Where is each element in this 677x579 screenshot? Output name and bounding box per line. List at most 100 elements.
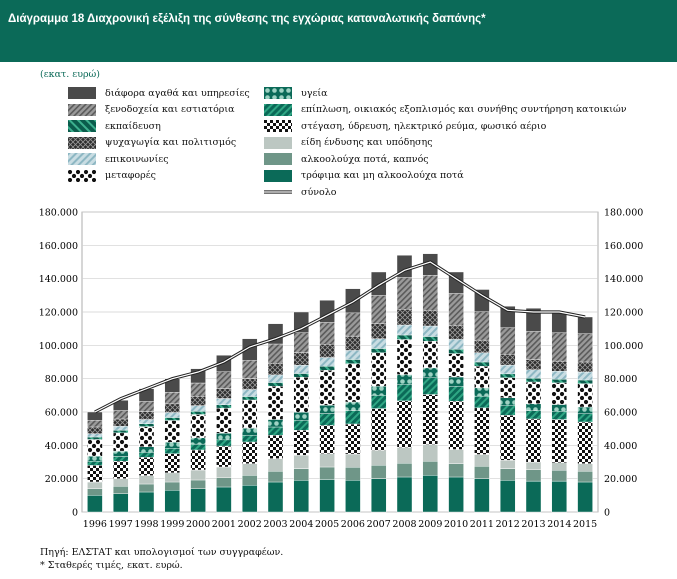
legend-swatch <box>264 169 292 182</box>
bar-segment <box>371 395 387 409</box>
bar-segment <box>241 399 258 429</box>
bar-segment <box>241 435 258 443</box>
bar-segment <box>319 366 335 371</box>
bar-segment <box>500 327 516 355</box>
bar-segment <box>190 437 206 445</box>
grid-lines <box>81 211 599 513</box>
bar-segment <box>448 325 464 340</box>
bar-segment <box>551 379 567 384</box>
bar-segment <box>577 361 593 373</box>
y-tick-label-left: 20.000 <box>45 474 78 485</box>
x-tick-label: 2003 <box>263 519 287 530</box>
y-tick-label-right: 140.000 <box>604 274 643 285</box>
legend-label: είδη ένδυσης και υπόδησης <box>301 137 433 148</box>
bar-segment <box>216 446 232 468</box>
legend-item: εκπαίδευση <box>68 119 161 133</box>
y-tick-label-right: 80.000 <box>604 374 637 385</box>
bar-segment <box>345 336 361 351</box>
bar-segment <box>500 415 516 461</box>
bar-segment <box>474 466 490 479</box>
y-tick-label-right: 120.000 <box>604 308 643 319</box>
bar-segment <box>396 400 413 448</box>
bar-segment <box>422 377 438 395</box>
legend-swatch <box>264 87 292 99</box>
bar-segment <box>371 295 387 324</box>
y-tick-label-right: 180.000 <box>604 208 643 219</box>
legend-item: είδη ένδυσης και υπόδησης <box>264 136 433 150</box>
bar-segment <box>87 456 103 462</box>
bar-segment <box>138 401 155 412</box>
bar-segment <box>241 428 258 436</box>
bar-segment <box>216 433 232 441</box>
bar-segment <box>474 352 490 363</box>
y-tick-label-right: 40.000 <box>604 441 637 452</box>
bar-segment <box>551 481 567 513</box>
bar-segment <box>345 423 361 455</box>
legend-item: σύνολο <box>264 185 337 199</box>
bar-segment <box>422 325 438 337</box>
bar-segment <box>164 442 181 449</box>
legend-swatch <box>68 169 96 182</box>
bar-segment <box>241 463 258 476</box>
legend-swatch <box>68 103 96 116</box>
bar-segment <box>474 387 490 397</box>
bar-segment <box>293 352 309 366</box>
bar-segment <box>448 376 464 387</box>
legend-swatch <box>264 120 292 132</box>
bar-segment <box>216 398 232 406</box>
total-line <box>94 261 586 413</box>
y-tick-label-right: 100.000 <box>604 341 643 352</box>
bar-segment <box>190 382 206 397</box>
legend-label: μεταφορές <box>105 170 156 181</box>
legend-swatch <box>68 153 96 165</box>
plot-frame <box>81 211 599 513</box>
bar-segment <box>164 448 181 454</box>
bar-segment <box>474 478 490 513</box>
legend-label: αλκοολούχα ποτά, καπνός <box>301 153 429 165</box>
bar-segment <box>525 359 542 370</box>
y-tick-label-right: 20.000 <box>604 474 637 485</box>
legend-swatch <box>264 103 292 116</box>
total-line-group <box>94 260 586 414</box>
bar-segment <box>293 430 309 456</box>
bar-segment <box>525 403 542 411</box>
bar-segment <box>87 436 103 440</box>
bar-segment <box>267 435 284 459</box>
bar-segment <box>87 481 103 489</box>
bar-segment <box>267 458 284 472</box>
bar-segment <box>422 341 438 369</box>
axes-group: 0 0 20.000 20.000 40.000 40.000 60.000 60.000 80… <box>39 208 644 531</box>
bar-segment <box>267 363 284 376</box>
bar-segment <box>112 456 129 462</box>
legend-item: στέγαση, ύδρευση, ηλεκτρικό ρεύμα, φωσικ… <box>264 119 546 133</box>
x-tick-label: 2006 <box>341 519 365 530</box>
legend: διάφορα αγαθά και υπηρεσίες υγεία ξενοδοχε… <box>68 86 628 206</box>
bar-segment <box>164 403 181 413</box>
bar-segment <box>371 450 387 466</box>
x-tick-label: 1997 <box>109 519 133 530</box>
title-banner: Διάγραμμα 18 Διαχρονική εξέλιξη της σύνθ… <box>0 0 677 62</box>
legend-item: επικοινωνίες <box>68 152 169 166</box>
x-tick-label: 2007 <box>367 519 391 530</box>
bar-segment <box>474 407 490 455</box>
x-tick-label: 1999 <box>160 519 184 530</box>
bar-segment <box>500 460 516 469</box>
bar-segment <box>87 461 103 466</box>
bar-segment <box>396 277 413 310</box>
bar-segment <box>345 467 361 481</box>
bar-segment <box>474 361 490 367</box>
bar-segment <box>293 412 309 421</box>
y-tick-label-left: 120.000 <box>39 308 78 319</box>
bar-segment <box>138 452 155 458</box>
legend-item: ξενοδοχεία και εστιατόρια <box>68 103 235 117</box>
bar-segment <box>241 396 258 401</box>
bar-segment <box>190 396 206 406</box>
x-tick-label: 2015 <box>573 519 597 530</box>
y-tick-label-left: 140.000 <box>39 274 78 285</box>
bar-segment <box>138 419 155 425</box>
x-tick-label: 1998 <box>134 519 158 530</box>
bar-segment <box>448 401 464 450</box>
bar-segment <box>371 323 387 339</box>
bar-segment <box>241 475 258 486</box>
bar-segment <box>112 418 129 427</box>
